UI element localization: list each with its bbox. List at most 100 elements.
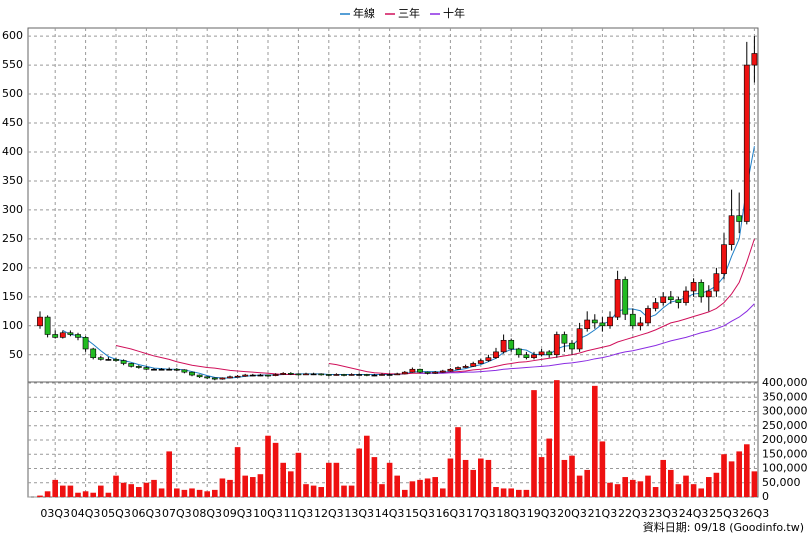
candle-body [599,322,606,327]
volume-bar [52,479,58,497]
volume-bar [706,477,712,497]
volume-bar [242,475,248,497]
volume-bar [212,489,218,497]
candle-body [227,376,233,379]
candle-body [637,322,644,327]
volume-bar [265,435,271,497]
volume-bar [698,488,704,497]
volume-bar [713,472,720,497]
candle-body [439,370,446,373]
volume-bar [394,475,400,497]
volume-bar [531,390,537,497]
candle-body [120,360,127,364]
candle-body [67,332,74,335]
candle-body [713,273,720,292]
y2-tick-label: 150,000 [762,447,808,460]
volume-bar [371,457,378,497]
candle-body [44,316,51,335]
volume-bar [113,475,119,497]
volume-bar [82,491,89,497]
volume-bar [44,491,51,497]
volume-bar [181,489,188,497]
candle-body [690,282,697,292]
candle-body [705,290,712,298]
y-tick-label: 400 [2,145,23,158]
candle-body [379,374,385,376]
x-tick-label: 22Q3 [618,507,648,520]
candle-body [113,359,119,361]
candle-body [325,374,332,376]
candle-body [629,313,636,327]
candle-body [97,357,104,360]
candle-body [265,374,271,377]
y2-tick-label: 0 [762,490,769,503]
volume-bar [295,452,302,497]
x-tick-label: 20Q3 [557,507,587,520]
candle-body [303,373,309,376]
candle-body [151,368,157,371]
candle-body [667,296,674,301]
candle-body [736,215,743,222]
volume-bar [500,488,507,497]
volume-bar [234,447,241,497]
volume-bar [341,485,347,497]
volume-bar [98,485,104,497]
candle-body [591,319,598,324]
candle-body [295,373,302,376]
x-tick-label: 06Q3 [132,507,162,520]
volume-bar [379,484,385,497]
y2-tick-label: 100,000 [762,462,808,475]
volume-bar [538,457,545,497]
volume-bar [204,491,210,497]
legend-label: 三年 [398,6,420,20]
volume-bar [546,438,552,497]
volume-bar [67,485,74,497]
y-tick-label: 50 [9,348,23,361]
candle-body [417,368,423,373]
volume-bar [318,487,324,497]
candle-body [211,377,218,380]
volume-bar [584,469,590,497]
candle-body [363,374,370,376]
volume-bar [599,441,606,497]
volume-bar [652,487,659,497]
volume-bar [60,485,66,497]
volume-bar [189,488,195,497]
candle-body [189,371,195,376]
candle-body [462,366,469,368]
volume-bar [751,471,758,497]
candle-body [37,316,43,327]
candle-body [257,374,264,377]
candle-body [181,369,188,373]
volume-bar [592,385,598,497]
volume-bar [675,484,682,497]
candle-body [173,368,180,371]
volume-bar [333,462,340,497]
volume-bar [143,482,150,497]
x-tick-label: 25Q3 [709,507,739,520]
legend-label: 年線 [353,6,375,20]
volume-bar [105,492,112,497]
candle-body [52,334,59,338]
x-tick-label: 13Q3 [344,507,374,520]
y-tick-label: 150 [2,290,23,303]
candle-body [538,351,545,356]
candle-body [493,351,499,358]
candle-body [485,357,492,361]
x-tick-label: 14Q3 [375,507,405,520]
volume-bar [576,475,583,497]
y2-tick-label: 50,000 [762,476,801,489]
x-tick-label: 05Q3 [101,507,131,520]
y-tick-label: 100 [2,319,23,332]
candle-body [432,371,439,374]
candle-body [219,377,226,380]
volume-bar [470,469,476,497]
volume-bar [257,474,264,497]
volume-bar [417,479,423,497]
volume-bar [637,481,644,497]
volume-bar [645,475,651,497]
volume-bar [272,442,279,497]
candle-body [576,328,583,350]
volume-bar [668,469,674,497]
volume-bar [721,454,727,497]
